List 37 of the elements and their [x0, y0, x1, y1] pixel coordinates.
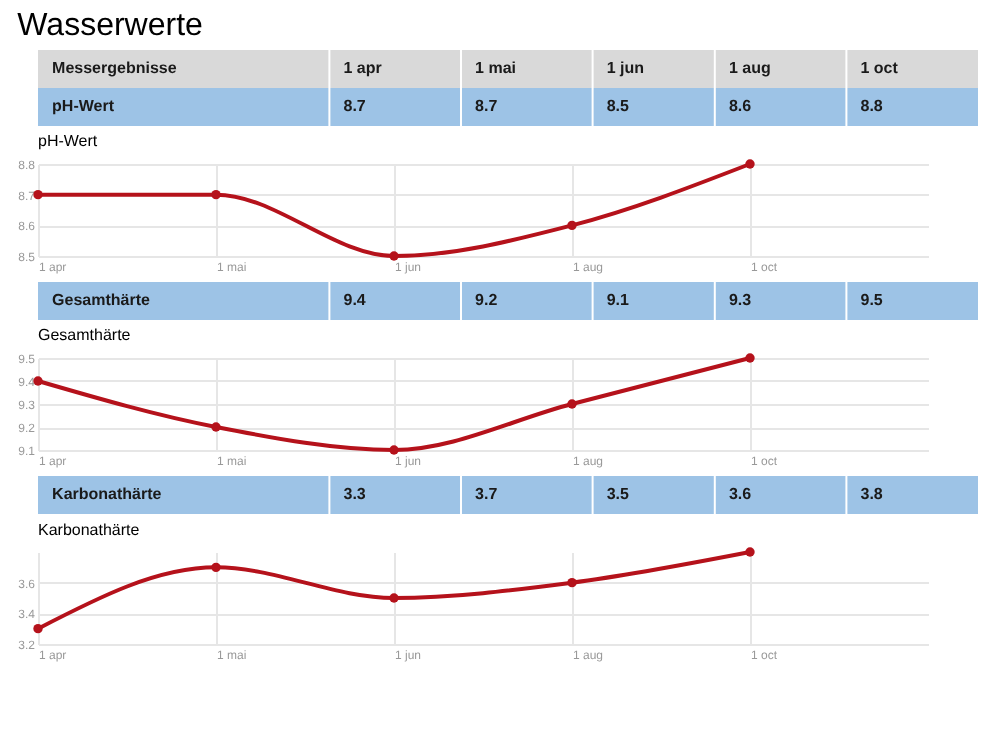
point	[33, 623, 43, 634]
text: 8.7	[343, 97, 367, 115]
text: 3.8	[860, 485, 884, 503]
category-label: 1 oct	[860, 59, 898, 77]
text: 9.5	[860, 291, 884, 309]
text: 3.6	[728, 485, 753, 503]
point	[211, 422, 221, 432]
chart-subtitle: Karbonathärte	[38, 521, 141, 540]
text: 3.5	[606, 485, 631, 503]
text: 8.8	[860, 97, 884, 115]
chart-title: Wasserwerte	[17, 9, 204, 43]
text: 9.2	[475, 291, 499, 309]
text: 3.3	[343, 485, 367, 503]
point	[389, 445, 399, 455]
point	[389, 593, 399, 603]
text: 9.4	[343, 291, 367, 309]
text: 8.6	[728, 97, 753, 115]
point	[567, 577, 577, 588]
chart-subtitle: Gesamthärte	[38, 326, 132, 344]
chart-subtitle: pH-Wert	[38, 132, 99, 150]
text: 8.5	[606, 97, 631, 115]
y-axis-title: pH-Wert	[52, 97, 115, 115]
point	[211, 562, 221, 573]
point	[745, 547, 755, 557]
point	[745, 353, 755, 363]
category-label: 1 apr	[343, 59, 382, 77]
text: 8.7	[475, 97, 499, 115]
point	[567, 399, 577, 409]
category-label: 1 mai	[475, 59, 517, 77]
text: 9.1	[606, 291, 631, 309]
category-label: 1 aug	[728, 59, 771, 77]
x-axis-title: Messergebnisse	[52, 59, 178, 77]
text: 9.3	[728, 291, 753, 309]
y-axis-title: Karbonathärte	[52, 485, 163, 503]
text: 3.7	[475, 485, 499, 503]
y-axis-title: Gesamthärte	[52, 291, 152, 309]
category-label: 1 jun	[606, 59, 645, 77]
